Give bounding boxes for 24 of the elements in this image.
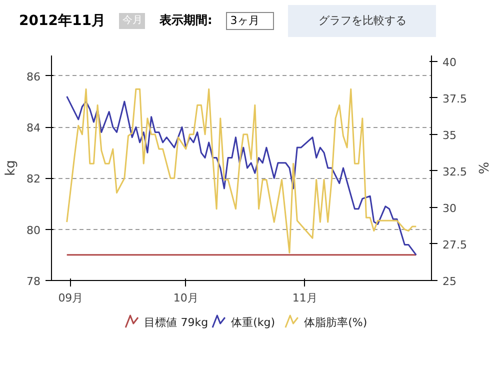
legend-label: 体脂肪率(%)	[304, 316, 368, 329]
text: 3ヶ月	[226, 12, 274, 30]
legend-label: 目標値 79kg	[144, 316, 208, 329]
y-tick-label: 86	[26, 70, 41, 84]
text: 2012年11月	[19, 12, 106, 31]
y-tick-label: 78	[26, 275, 41, 288]
y-axis-title: kg	[4, 160, 19, 176]
y2-tick-label: 27.5	[442, 238, 467, 252]
y-tick-label: 80	[26, 224, 41, 237]
y2-tick-label: 35	[442, 128, 456, 142]
y2-tick-label: 37.5	[442, 92, 467, 106]
y2-tick-label: 30	[442, 202, 456, 215]
legend-label: 体重(kg)	[231, 316, 276, 329]
y-tick-label: 84	[26, 122, 41, 135]
text: 表示期間:	[159, 12, 212, 30]
y-tick-label: 82	[26, 172, 41, 186]
x-tick-label: 11月	[292, 292, 318, 304]
y2-tick-label: 32.5	[442, 165, 467, 178]
text: グラフを比較する	[288, 5, 436, 37]
y2-tick-label: 25	[442, 275, 456, 288]
y2-axis-title: %	[474, 162, 490, 174]
x-tick-label: 09月	[58, 292, 84, 304]
y2-tick-label: 40	[442, 56, 456, 69]
x-tick-label: 10月	[173, 292, 198, 304]
